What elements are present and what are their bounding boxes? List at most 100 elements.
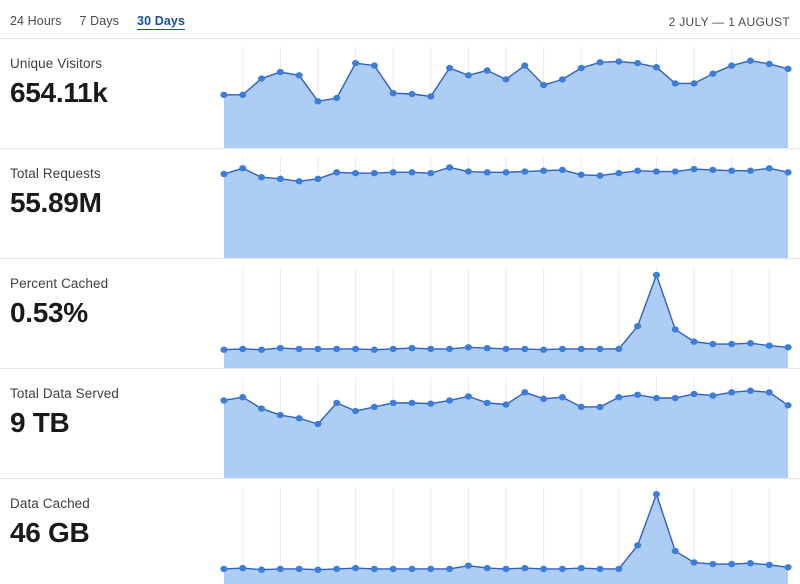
chart-data-point[interactable] <box>464 562 472 569</box>
chart-data-point[interactable] <box>370 346 378 353</box>
chart-data-point[interactable] <box>596 565 604 573</box>
tab-24-hours[interactable]: 24 Hours <box>10 14 62 28</box>
chart-data-point[interactable] <box>220 565 228 573</box>
chart-data-points[interactable] <box>220 164 792 185</box>
chart-data-point[interactable] <box>671 168 679 175</box>
chart-data-point[interactable] <box>615 345 623 353</box>
chart-data-point[interactable] <box>239 394 247 401</box>
chart-data-point[interactable] <box>333 399 341 407</box>
chart-data-point[interactable] <box>746 560 755 567</box>
chart-data-point[interactable] <box>220 346 228 353</box>
chart-data-point[interactable] <box>558 565 566 573</box>
chart-data-point[interactable] <box>709 560 717 568</box>
chart-data-point[interactable] <box>257 566 266 573</box>
chart-data-point[interactable] <box>765 561 773 569</box>
chart-data-point[interactable] <box>389 90 397 97</box>
chart-data-point[interactable] <box>652 168 660 175</box>
chart-data-point[interactable] <box>577 171 585 178</box>
chart-data-point[interactable] <box>333 169 341 176</box>
sparkline-chart-total-data-served[interactable] <box>220 377 792 478</box>
chart-data-point[interactable] <box>446 565 454 573</box>
chart-data-point[interactable] <box>521 389 529 396</box>
chart-data-point[interactable] <box>746 387 755 394</box>
chart-data-point[interactable] <box>295 415 303 422</box>
chart-data-point[interactable] <box>540 565 548 573</box>
chart-data-point[interactable] <box>746 57 755 64</box>
chart-data-point[interactable] <box>690 80 698 87</box>
chart-data-point[interactable] <box>389 565 397 573</box>
chart-data-point[interactable] <box>521 168 529 175</box>
chart-data-point[interactable] <box>220 91 228 98</box>
chart-data-point[interactable] <box>634 323 642 330</box>
chart-data-point[interactable] <box>558 394 566 401</box>
chart-data-point[interactable] <box>521 564 529 572</box>
chart-data-point[interactable] <box>239 564 247 572</box>
chart-data-point[interactable] <box>314 175 322 182</box>
chart-data-point[interactable] <box>690 165 698 173</box>
chart-data-point[interactable] <box>596 403 604 411</box>
chart-data-point[interactable] <box>540 346 548 353</box>
chart-data-point[interactable] <box>333 94 341 102</box>
chart-data-point[interactable] <box>257 174 266 181</box>
chart-data-point[interactable] <box>239 345 247 353</box>
chart-data-point[interactable] <box>502 565 510 573</box>
chart-data-point[interactable] <box>671 547 679 555</box>
chart-data-point[interactable] <box>690 338 698 345</box>
chart-data-point[interactable] <box>483 344 491 352</box>
chart-data-point[interactable] <box>728 560 736 568</box>
chart-data-point[interactable] <box>446 345 454 353</box>
chart-data-point[interactable] <box>728 167 736 174</box>
chart-data-point[interactable] <box>765 165 773 172</box>
chart-data-points[interactable] <box>220 271 792 353</box>
chart-data-point[interactable] <box>314 566 322 573</box>
chart-data-point[interactable] <box>652 491 660 498</box>
chart-data-points[interactable] <box>220 57 792 105</box>
chart-data-point[interactable] <box>483 67 491 74</box>
chart-data-point[interactable] <box>314 420 322 428</box>
chart-data-point[interactable] <box>652 394 660 402</box>
chart-data-point[interactable] <box>577 64 585 72</box>
chart-data-point[interactable] <box>709 340 717 348</box>
chart-data-point[interactable] <box>615 565 623 573</box>
chart-data-point[interactable] <box>352 564 360 572</box>
chart-data-point[interactable] <box>671 80 679 87</box>
chart-data-point[interactable] <box>295 72 303 79</box>
chart-data-point[interactable] <box>671 394 679 402</box>
chart-data-point[interactable] <box>709 70 717 77</box>
chart-data-point[interactable] <box>728 340 736 348</box>
chart-data-point[interactable] <box>765 342 773 349</box>
chart-data-point[interactable] <box>483 399 491 407</box>
chart-data-point[interactable] <box>634 167 642 174</box>
chart-data-point[interactable] <box>408 399 416 407</box>
chart-data-point[interactable] <box>464 393 472 400</box>
chart-data-point[interactable] <box>784 344 792 351</box>
chart-data-point[interactable] <box>652 271 660 279</box>
chart-data-point[interactable] <box>427 345 435 353</box>
chart-data-point[interactable] <box>333 345 341 353</box>
chart-data-point[interactable] <box>352 59 360 67</box>
chart-data-point[interactable] <box>257 346 266 353</box>
sparkline-chart-data-cached[interactable] <box>220 487 792 584</box>
chart-data-point[interactable] <box>596 59 604 66</box>
chart-data-point[interactable] <box>276 175 284 182</box>
chart-data-point[interactable] <box>502 76 510 83</box>
chart-data-point[interactable] <box>728 62 736 69</box>
sparkline-chart-percent-cached[interactable] <box>220 267 792 368</box>
chart-data-point[interactable] <box>502 345 510 353</box>
chart-data-point[interactable] <box>389 399 397 407</box>
chart-data-point[interactable] <box>427 93 435 100</box>
chart-data-point[interactable] <box>276 68 284 76</box>
chart-data-point[interactable] <box>427 400 435 407</box>
chart-data-point[interactable] <box>502 401 510 408</box>
chart-data-point[interactable] <box>276 565 284 573</box>
chart-data-point[interactable] <box>615 58 623 65</box>
chart-data-point[interactable] <box>784 402 792 409</box>
chart-data-point[interactable] <box>276 411 284 419</box>
chart-data-points[interactable] <box>220 491 792 573</box>
chart-data-point[interactable] <box>446 64 454 72</box>
chart-data-point[interactable] <box>690 390 698 398</box>
chart-data-point[interactable] <box>389 169 397 176</box>
chart-data-point[interactable] <box>446 164 454 171</box>
chart-data-point[interactable] <box>257 405 266 412</box>
chart-data-point[interactable] <box>784 65 792 72</box>
